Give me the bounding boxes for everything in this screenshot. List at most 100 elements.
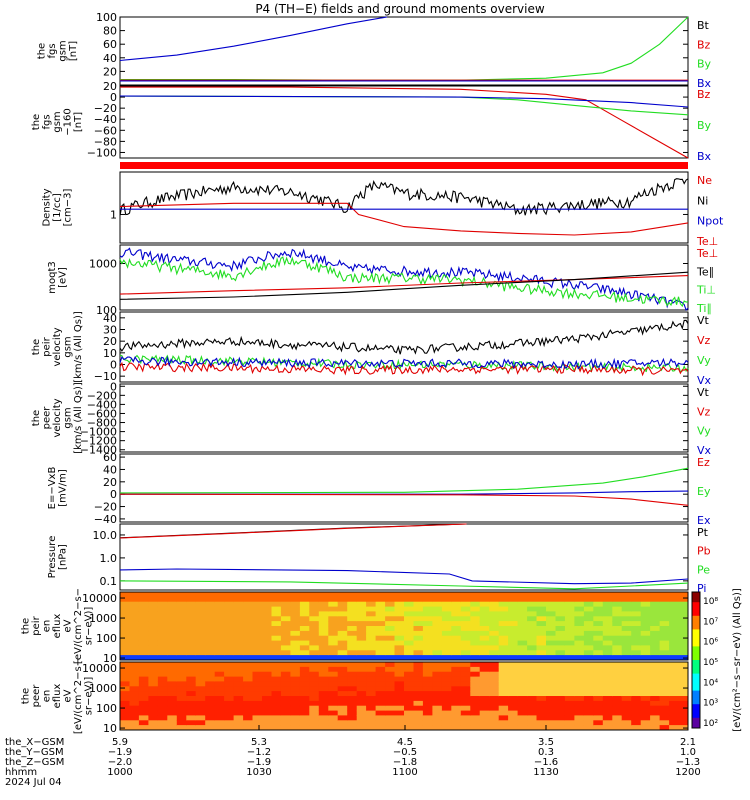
heatmap-cell <box>186 676 197 682</box>
heatmap-cell <box>612 710 623 716</box>
y-tick-label: 40 <box>103 52 117 65</box>
heatmap-cell <box>366 592 377 598</box>
heatmap-cell <box>621 630 632 637</box>
heatmap-cell <box>328 686 339 692</box>
heatmap-cell <box>176 696 187 702</box>
heatmap-cell <box>640 601 651 608</box>
heatmap-cell <box>394 635 405 642</box>
heatmap-cell <box>602 710 613 716</box>
colorbar-segment <box>692 626 700 630</box>
heatmap-cell <box>280 645 291 651</box>
heatmap-cell <box>498 606 509 612</box>
heatmap-cell <box>195 715 206 721</box>
heatmap-cell <box>650 650 661 656</box>
heatmap-cell <box>593 630 604 637</box>
heatmap-cell <box>631 640 642 646</box>
heatmap-cell <box>451 645 462 651</box>
heatmap-cell <box>546 630 556 637</box>
y-label-line: velocity <box>52 327 63 366</box>
y-tick-label: −600 <box>87 407 117 420</box>
heatmap-cell <box>451 606 462 612</box>
heatmap-cell <box>555 621 566 627</box>
heatmap-cell <box>337 686 348 692</box>
heatmap-cell <box>470 686 481 692</box>
heatmap-cell <box>621 635 632 642</box>
heatmap-cell <box>224 606 235 612</box>
heatmap-cell <box>564 601 575 608</box>
y-tick-label: 20 <box>103 476 117 489</box>
heatmap-cell <box>290 592 301 598</box>
heatmap-cell <box>394 606 405 612</box>
heatmap-cell <box>224 691 235 697</box>
heatmap-cell <box>432 666 443 673</box>
heatmap-cell <box>555 616 566 622</box>
heatmap-cell <box>224 611 235 617</box>
heatmap-cell <box>669 720 680 726</box>
heatmap-cell <box>148 635 159 642</box>
heatmap-cell <box>375 606 386 612</box>
colorbar-segment <box>692 666 700 671</box>
heatmap-cell <box>148 671 159 678</box>
heatmap-cell <box>574 655 585 661</box>
heatmap-cell <box>536 671 547 678</box>
heatmap-cell <box>262 671 272 678</box>
heatmap-cell <box>290 655 301 661</box>
heatmap-cell <box>280 616 291 622</box>
heatmap-cell <box>470 715 481 721</box>
heatmap-cell <box>527 611 538 617</box>
heatmap-cell <box>527 715 538 721</box>
heatmap-cell <box>508 601 519 608</box>
heatmap-cell <box>167 676 178 682</box>
heatmap-cell <box>583 715 594 721</box>
heatmap-cell <box>205 696 216 702</box>
heatmap-cell <box>621 696 632 702</box>
heatmap-cell <box>659 621 670 627</box>
heatmap-cell <box>621 725 632 731</box>
heatmap-cell <box>309 696 320 702</box>
y-tick-label: 0 <box>110 488 117 501</box>
heatmap-cell <box>271 635 282 642</box>
heatmap-cell <box>640 606 651 612</box>
heatmap-cell <box>328 601 339 608</box>
heatmap-cell <box>157 681 168 687</box>
heatmap-cell <box>262 676 272 682</box>
heatmap-cell <box>224 626 235 632</box>
heatmap-cell <box>479 611 490 617</box>
heatmap-cell <box>602 626 613 632</box>
y-label-line: peir <box>42 336 53 356</box>
heatmap-cell <box>650 611 661 617</box>
heatmap-cell <box>612 691 623 697</box>
heatmap-cell <box>186 725 197 731</box>
heatmap-cell <box>669 725 680 731</box>
heatmap-cell <box>214 715 225 721</box>
y-label-line: the <box>31 114 42 130</box>
heatmap-cell <box>252 691 263 697</box>
heatmap-cell <box>631 645 642 651</box>
series-line <box>120 86 689 159</box>
legend-entry: Ni <box>697 194 708 207</box>
y-tick-label: −10 <box>94 370 117 383</box>
heatmap-cell <box>498 676 509 682</box>
heatmap-cell <box>413 626 424 632</box>
heatmap-cell <box>650 626 661 632</box>
heatmap-cell <box>157 640 168 646</box>
heatmap-cell <box>441 710 452 716</box>
heatmap-cell <box>460 592 471 598</box>
heatmap-cell <box>394 681 405 687</box>
y-label-line: [mV/m] <box>57 469 68 507</box>
heatmap-cell <box>650 601 661 608</box>
heatmap-cell <box>527 725 538 731</box>
heatmap-cell <box>555 725 566 731</box>
heatmap-cell <box>129 640 140 646</box>
heatmap-cell <box>546 596 556 603</box>
heatmap-cell <box>385 650 396 656</box>
heatmap-cell <box>422 630 433 637</box>
heatmap-cell <box>252 592 263 598</box>
heatmap-cell <box>621 710 632 716</box>
y-label-line: −160 <box>63 108 74 135</box>
heatmap-cell <box>356 592 367 598</box>
heatmap-cell <box>271 601 282 608</box>
heatmap-cell <box>328 681 339 687</box>
heatmap-cell <box>659 626 670 632</box>
